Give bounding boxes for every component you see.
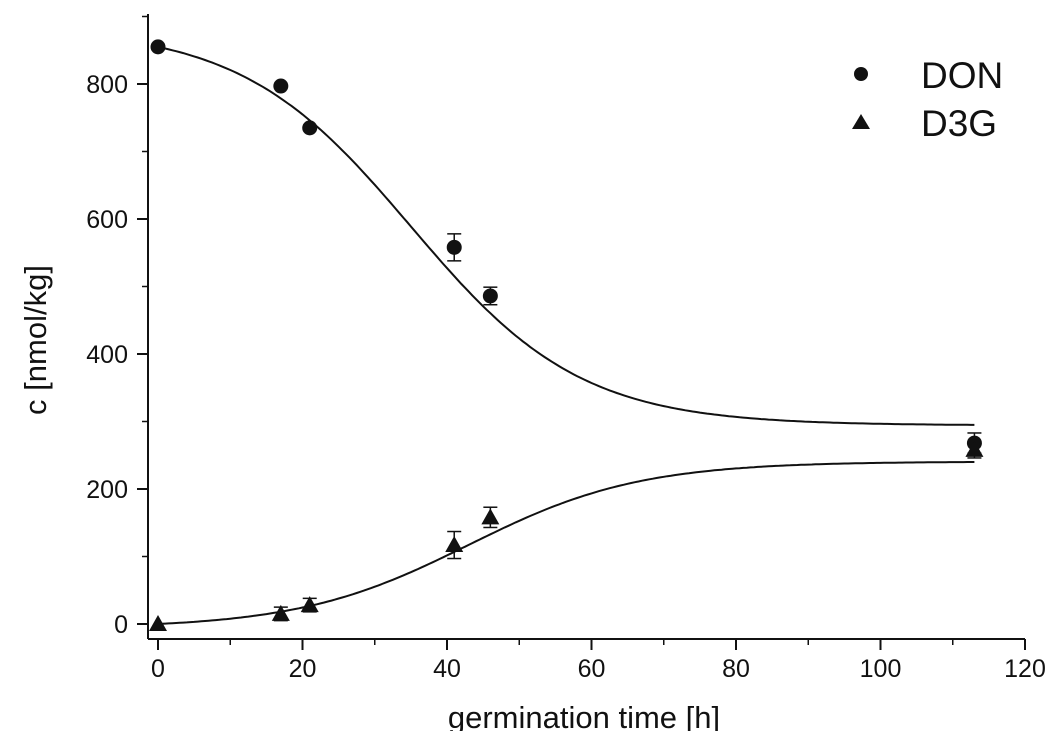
x-tick-label: 20	[289, 655, 317, 683]
point-don	[482, 288, 498, 304]
point-don	[150, 39, 166, 55]
point-d3g	[300, 596, 319, 613]
y-tick-label: 600	[86, 206, 128, 234]
legend-marker-d3g	[852, 114, 870, 129]
y-tick-label: 200	[86, 476, 128, 504]
x-tick-label: 60	[578, 655, 606, 683]
point-don	[273, 78, 289, 94]
y-axis-label: c [nmol/kg]	[18, 265, 53, 415]
legend-label-d3g: D3G	[921, 103, 997, 144]
point-d3g	[965, 440, 984, 457]
data-points	[149, 39, 984, 631]
y-tick-label: 800	[86, 71, 128, 99]
x-tick-label: 80	[722, 655, 750, 683]
point-d3g	[481, 508, 500, 525]
y-tick-label: 0	[114, 611, 128, 639]
x-tick-label: 0	[151, 655, 165, 683]
fit-curve-don	[157, 45, 975, 426]
legend-label-don: DON	[921, 55, 1003, 96]
axes: 0 20 40 60 80 100 120 0 200 400 600 800	[86, 14, 1046, 683]
point-don	[446, 239, 462, 255]
legend: DON D3G	[852, 55, 1003, 144]
point-d3g	[149, 615, 167, 631]
point-d3g	[445, 536, 464, 553]
x-tick-label: 40	[433, 655, 461, 683]
x-tick-label: 100	[860, 655, 902, 683]
point-don	[302, 120, 318, 136]
x-axis-label: germination time [h]	[448, 700, 720, 731]
legend-marker-don	[854, 67, 868, 81]
fit-curves	[157, 45, 975, 625]
point-d3g	[271, 604, 290, 621]
y-tick-label: 400	[86, 341, 128, 369]
x-tick-label: 120	[1004, 655, 1046, 683]
fit-curve-d3g	[157, 461, 975, 625]
